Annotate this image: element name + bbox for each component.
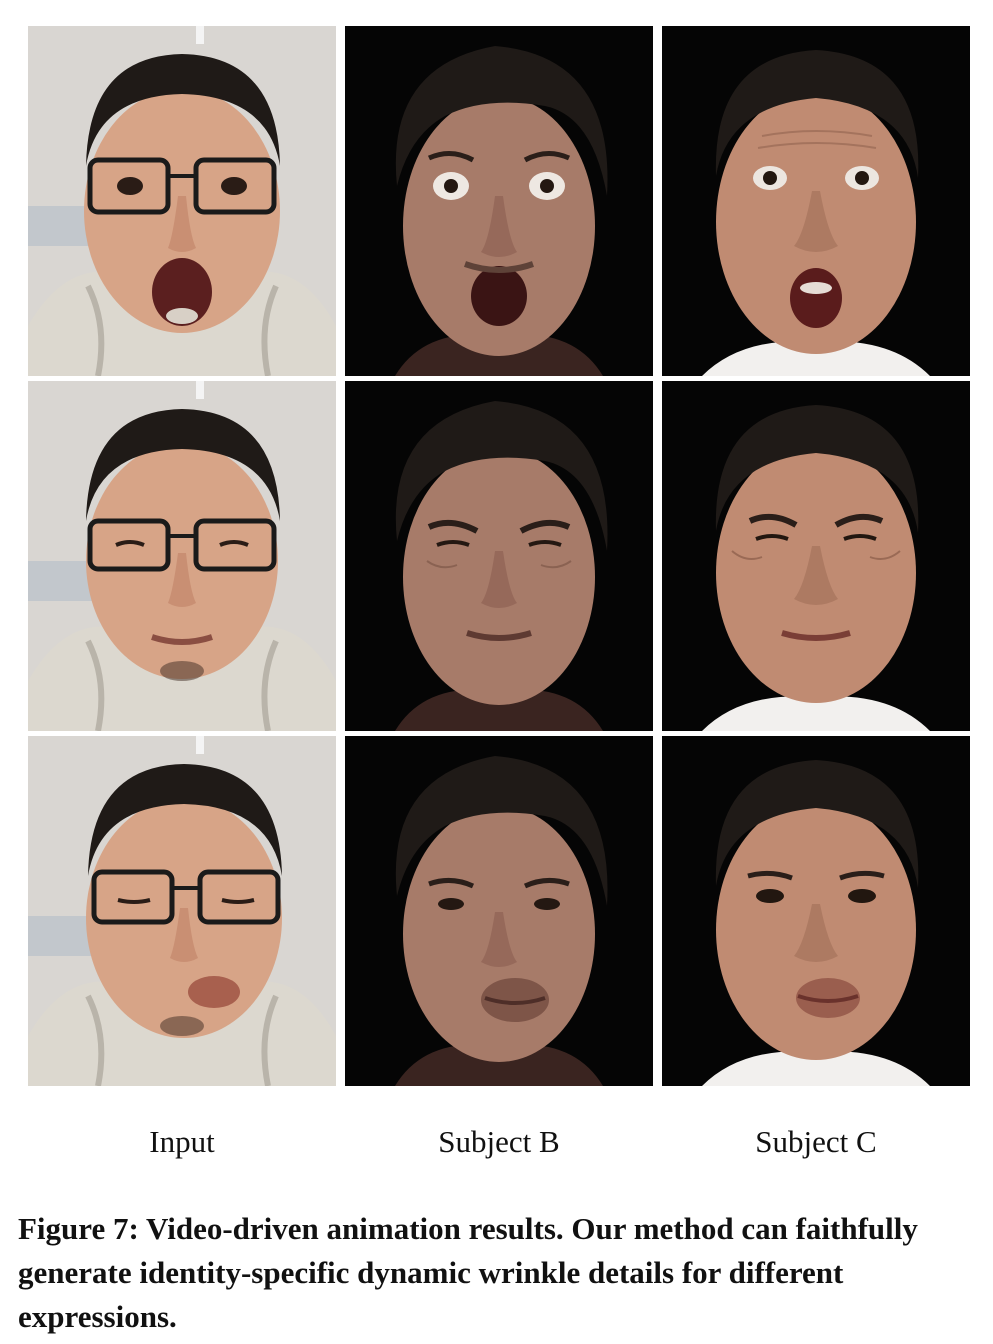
face-image [662, 381, 970, 731]
face-image [28, 736, 336, 1086]
panel-subject-b-frown [345, 381, 653, 731]
face-image [662, 26, 970, 376]
panel-input-frown [28, 381, 336, 731]
face-image [345, 736, 653, 1086]
panel-subject-b-surprise [345, 26, 653, 376]
column-label-subject-b: Subject B [438, 1124, 560, 1159]
panel-input-surprise [28, 26, 336, 376]
face-image [345, 26, 653, 376]
figure-grid [28, 26, 970, 1086]
figure-caption: Figure 7: Video-driven animation results… [18, 1211, 918, 1334]
panel-subject-b-pout [345, 736, 653, 1086]
face-image [662, 736, 970, 1086]
panel-subject-c-frown [662, 381, 970, 731]
column-label-input: Input [149, 1124, 215, 1159]
panel-subject-c-pout [662, 736, 970, 1086]
face-image [28, 26, 336, 376]
face-image [345, 381, 653, 731]
panel-input-pout [28, 736, 336, 1086]
panel-subject-c-surprise [662, 26, 970, 376]
face-image [28, 381, 336, 731]
column-label-subject-c: Subject C [755, 1124, 877, 1159]
